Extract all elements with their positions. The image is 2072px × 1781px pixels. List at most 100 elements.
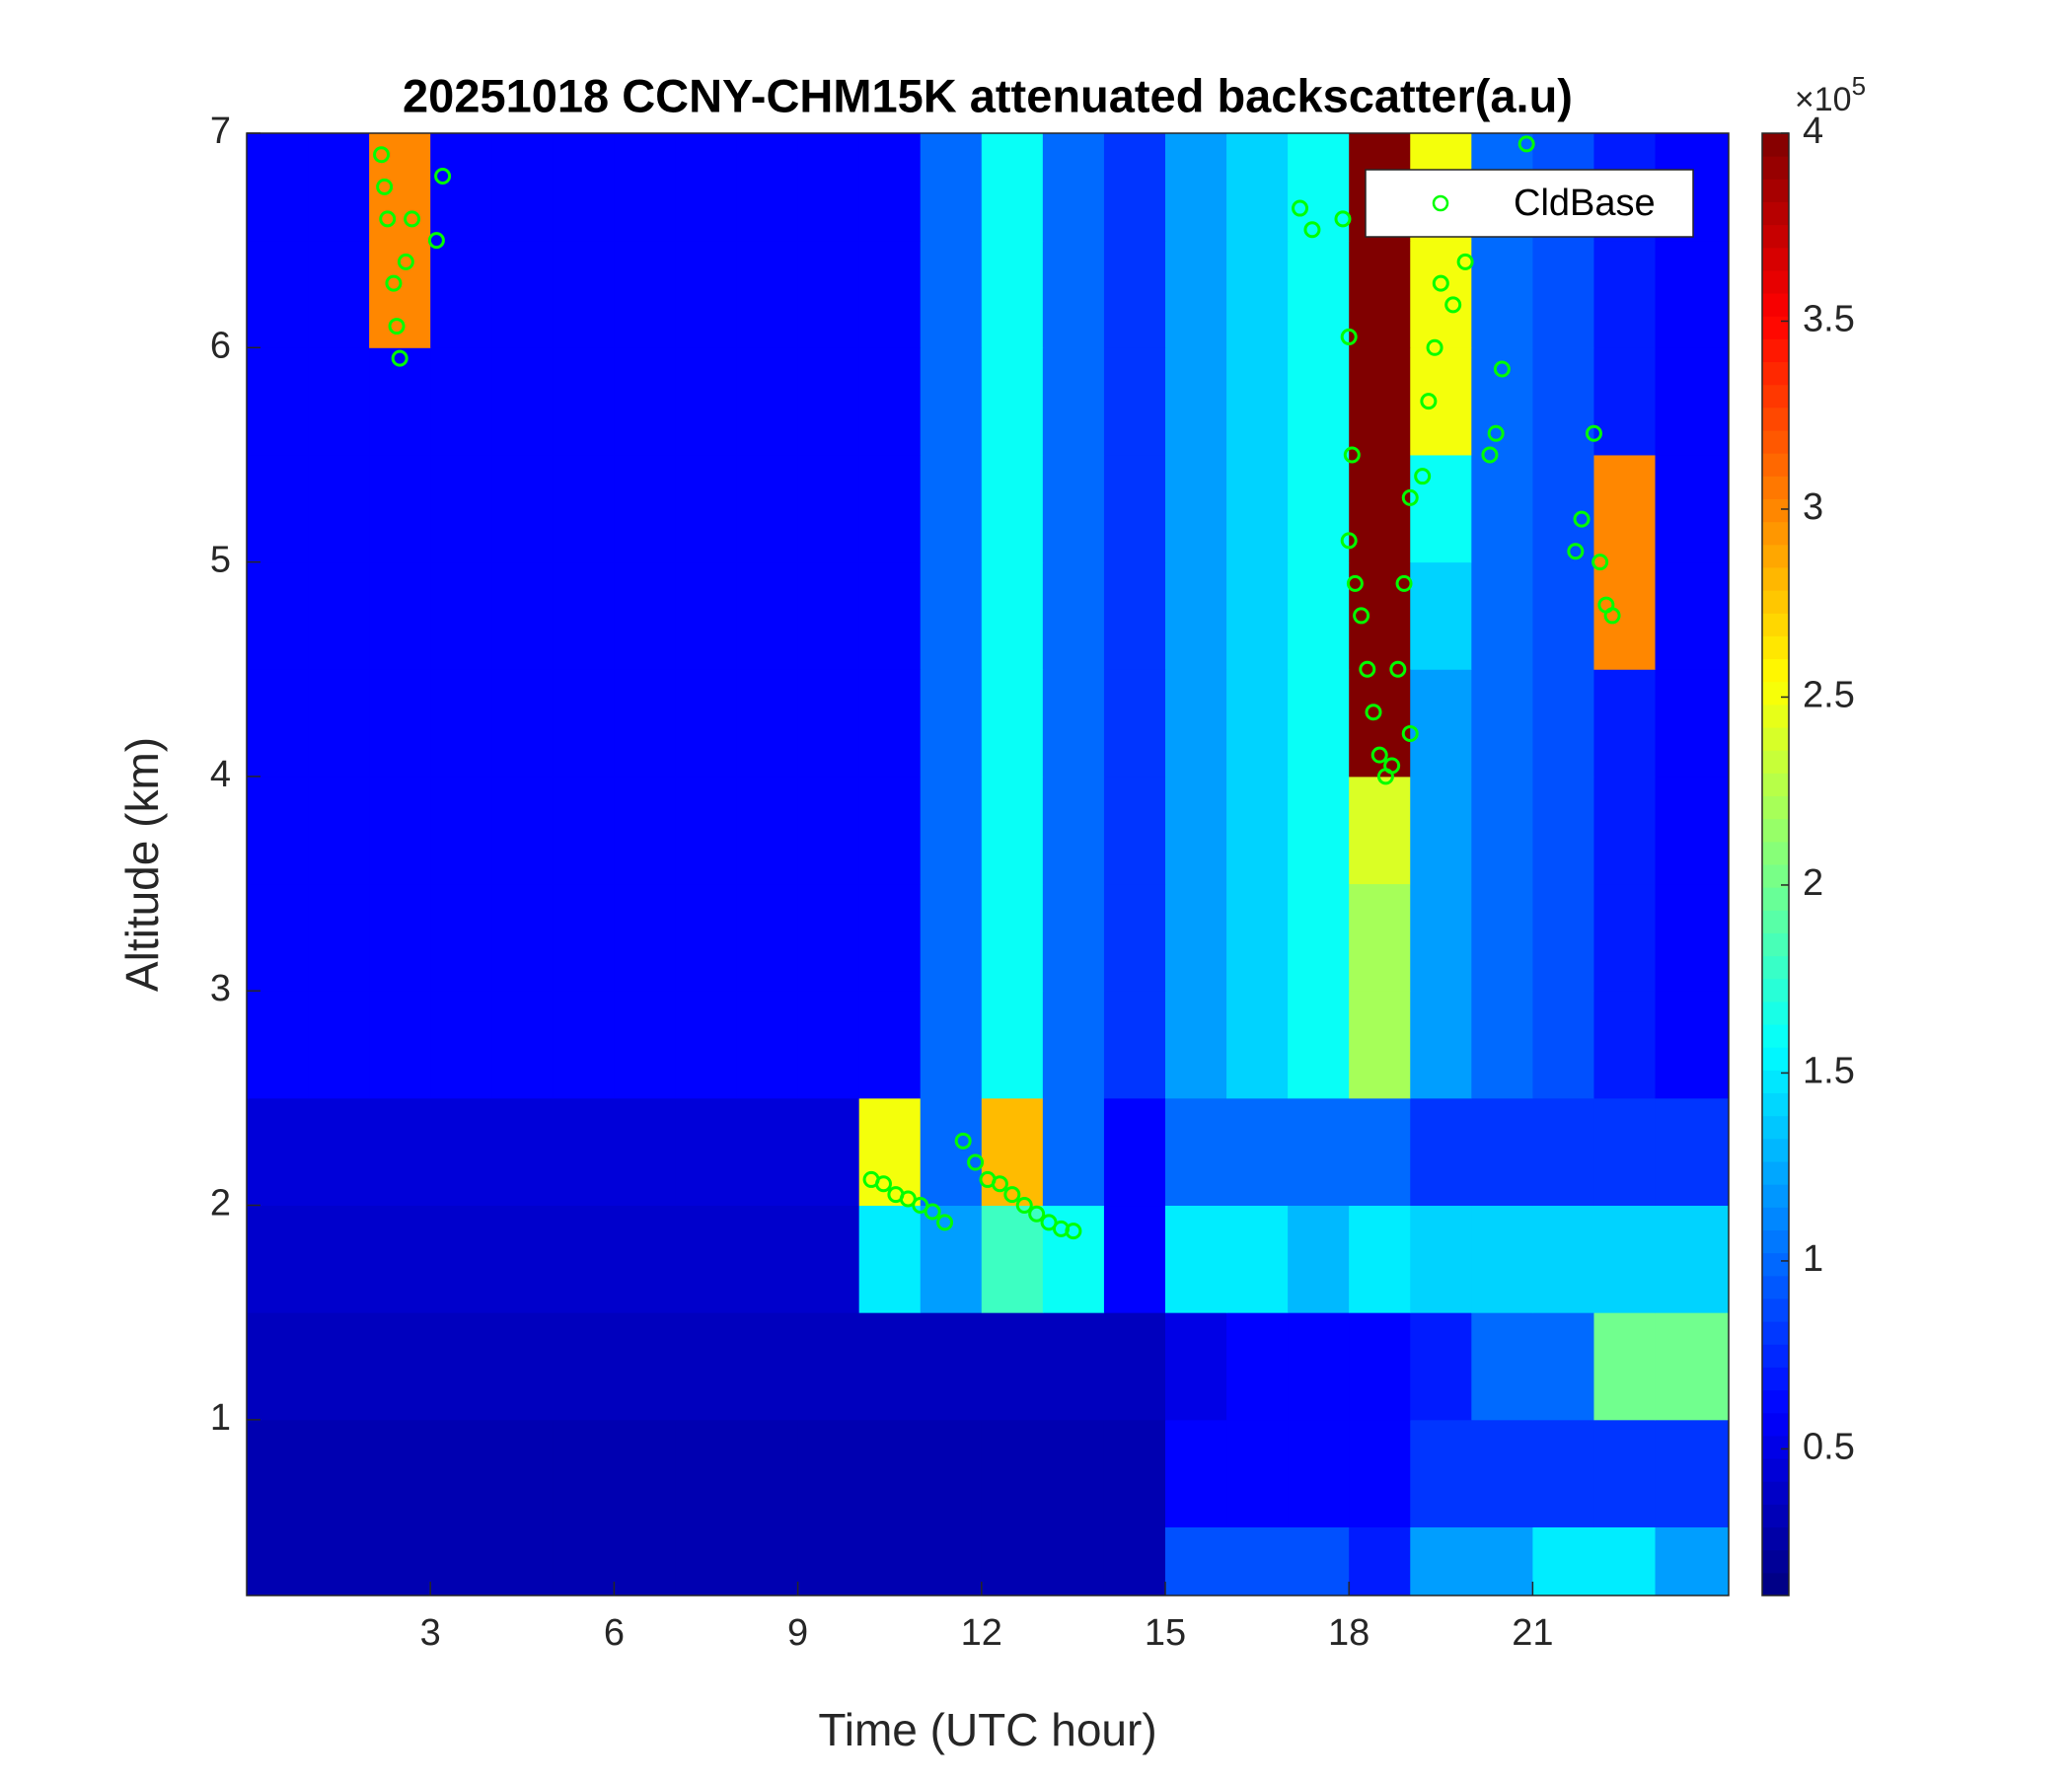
colorbar-swatch (1762, 133, 1789, 157)
heatmap-cell (1226, 454, 1289, 563)
cloud-base-point (391, 349, 408, 367)
heatmap-cell (1349, 454, 1411, 563)
y-tick-label: 7 (210, 111, 231, 152)
colorbar-swatch (1762, 1367, 1789, 1391)
heatmap-cell (1471, 1526, 1533, 1596)
heatmap-cell (614, 669, 676, 778)
heatmap-cell (797, 1419, 860, 1527)
heatmap-cell (614, 1205, 676, 1313)
x-axis-label: Time (UTC hour) (818, 1704, 1156, 1755)
heatmap (247, 133, 1730, 1596)
cloud-base-point (1487, 424, 1505, 442)
colorbar-swatch (1762, 361, 1789, 386)
colorbar-tick-label: 1.5 (1803, 1050, 1855, 1091)
colorbar-swatch (1762, 1344, 1789, 1368)
heatmap-cell (614, 776, 676, 885)
heatmap-cell (247, 1419, 309, 1527)
heatmap-cell (1042, 240, 1105, 348)
cloud-base-point (1370, 746, 1388, 764)
heatmap-cell (1288, 240, 1350, 348)
heatmap-cell (553, 133, 615, 242)
heatmap-cell (614, 1312, 676, 1421)
colorbar-swatch (1762, 1092, 1789, 1117)
colorbar-swatch (1762, 681, 1789, 705)
heatmap-cell (1349, 776, 1411, 885)
cloud-base-point (991, 1175, 1008, 1193)
heatmap-cell (1532, 883, 1594, 992)
heatmap-cell (1471, 776, 1533, 885)
heatmap-cell (308, 883, 370, 992)
heatmap-cell (1103, 883, 1166, 992)
heatmap-cell (981, 991, 1044, 1099)
heatmap-cell (1532, 1205, 1594, 1313)
heatmap-cell (1288, 347, 1350, 456)
heatmap-cell (736, 561, 799, 670)
heatmap-cell (1288, 991, 1350, 1099)
cloud-base-point (373, 146, 391, 164)
heatmap-cell (1471, 1205, 1533, 1313)
heatmap-cell (614, 883, 676, 992)
heatmap-cell (1532, 240, 1594, 348)
colorbar-swatch (1762, 1549, 1789, 1574)
colorbar-swatch (1762, 316, 1789, 339)
colorbar-swatch (1762, 1481, 1789, 1505)
heatmap-cell (430, 776, 492, 885)
colorbar-swatch (1762, 1526, 1789, 1551)
heatmap-cell (1471, 669, 1533, 778)
colorbar-swatch (1762, 1047, 1789, 1071)
colorbar-swatch (1762, 544, 1789, 568)
heatmap-cell (1532, 1097, 1594, 1207)
cloud-base-point (385, 274, 403, 292)
cloud-base-point (1603, 607, 1621, 625)
heatmap-cell (1471, 347, 1533, 456)
heatmap-cell (1103, 1205, 1166, 1313)
cloud-base-point (1365, 704, 1382, 721)
heatmap-cell (1042, 133, 1105, 242)
heatmap-cell (981, 1312, 1044, 1421)
cloud-base-point (1493, 360, 1511, 378)
heatmap-cell (1288, 454, 1350, 563)
cloud-base-point (1065, 1223, 1082, 1240)
cloud-base-point (874, 1175, 892, 1193)
heatmap-cell (491, 133, 554, 242)
heatmap-cell (308, 1205, 370, 1313)
heatmap-cell (1593, 1205, 1657, 1313)
heatmap-cell (858, 1312, 922, 1421)
heatmap-cell (675, 991, 738, 1099)
heatmap-cell (1226, 991, 1289, 1099)
heatmap-cell (1164, 454, 1227, 563)
cloud-base-point (924, 1203, 941, 1221)
colorbar: 0.5 1 1.5 2 2.5 3 3.5 4×105 (1761, 71, 1866, 1596)
heatmap-cell (920, 883, 983, 992)
heatmap-cell (430, 454, 492, 563)
heatmap-cell (1164, 669, 1227, 778)
heatmap-cell (430, 1419, 492, 1527)
heatmap-cell (1042, 1526, 1105, 1596)
colorbar-swatch (1762, 1412, 1789, 1437)
heatmap-cell (308, 1097, 370, 1207)
cloud-base-point (1456, 253, 1474, 270)
heatmap-cell (308, 1419, 370, 1527)
heatmap-cell (981, 454, 1044, 563)
heatmap-cell (1164, 240, 1227, 348)
cloud-base-point (427, 232, 445, 250)
heatmap-cell (1103, 1526, 1166, 1596)
heatmap-cell (920, 454, 983, 563)
colorbar-swatch (1762, 224, 1789, 249)
heatmap-cell (1103, 133, 1166, 242)
heatmap-cell (1410, 454, 1472, 563)
heatmap-cell (369, 883, 431, 992)
heatmap-cell (1655, 240, 1730, 348)
heatmap-cell (247, 240, 309, 348)
heatmap-cell (858, 776, 922, 885)
colorbar-swatch (1762, 1435, 1789, 1459)
cloud-base-point (1585, 424, 1602, 442)
colorbar-swatch (1762, 1207, 1789, 1230)
heatmap-cell (858, 1419, 922, 1527)
heatmap-cell (491, 1312, 554, 1421)
colorbar-tick-label: 1 (1803, 1238, 1823, 1280)
heatmap-cell (1471, 1419, 1533, 1527)
cloud-base-point (1444, 296, 1462, 314)
heatmap-cell (1471, 1312, 1533, 1421)
heatmap-cell (1042, 561, 1105, 670)
